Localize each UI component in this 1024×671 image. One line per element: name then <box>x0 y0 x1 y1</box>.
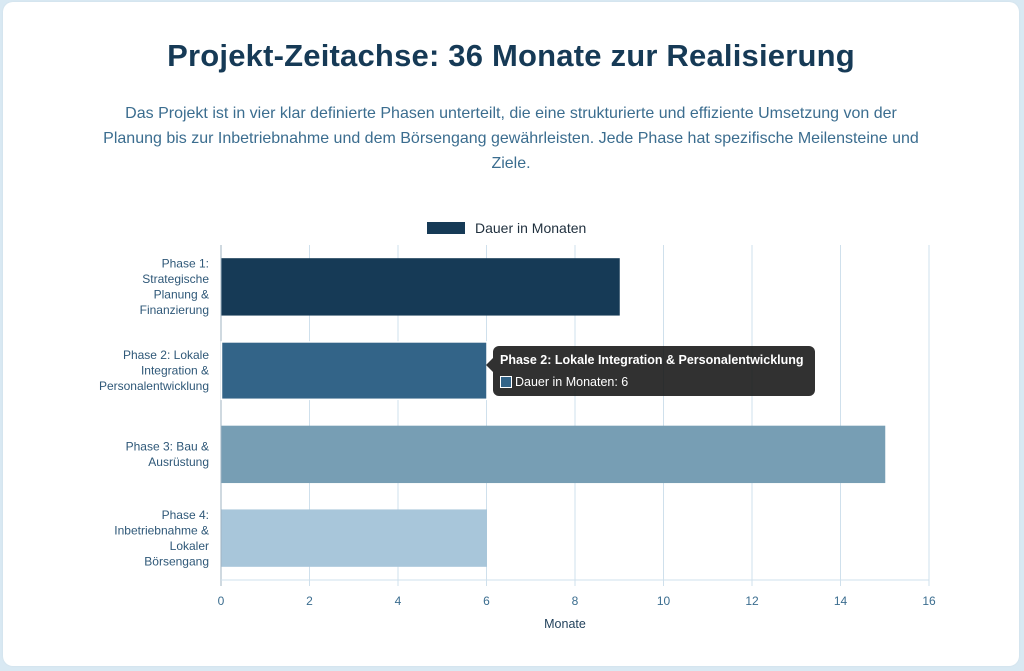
y-category-label: Phase 3: Bau & <box>126 440 209 454</box>
x-tick-label: 8 <box>572 594 579 608</box>
x-tick-label: 0 <box>218 594 225 608</box>
y-category-label: Lokaler <box>170 539 209 553</box>
y-category-label: Inbetriebnahme & <box>114 523 209 537</box>
bar-phase-3 <box>221 425 886 484</box>
bar-phase-4 <box>221 509 487 567</box>
y-category-label: Phase 2: Lokale <box>123 348 209 362</box>
y-category-label: Ausrüstung <box>148 455 209 469</box>
x-tick-label: 14 <box>834 594 848 608</box>
legend-swatch <box>427 222 465 234</box>
x-tick-label: 10 <box>657 594 671 608</box>
y-category-label: Integration & <box>141 364 209 378</box>
x-axis-label: Monate <box>544 617 586 631</box>
bar-phase-1 <box>221 258 620 316</box>
chart-card: Projekt-Zeitachse: 36 Monate zur Realisi… <box>3 2 1019 666</box>
y-category-label: Strategische <box>142 272 209 286</box>
x-tick-label: 4 <box>395 594 402 608</box>
tooltip-body-row: Dauer in Monaten: 6 <box>500 375 628 389</box>
x-tick-label: 16 <box>922 594 936 608</box>
x-tick-label: 2 <box>306 594 313 608</box>
tooltip-title: Phase 2: Lokale Integration & Personalen… <box>500 353 804 367</box>
legend-label: Dauer in Monaten <box>475 220 587 236</box>
y-category-label: Börsengang <box>144 554 209 568</box>
bar-tooltip: Phase 2: Lokale Integration & Personalen… <box>486 346 815 396</box>
x-tick-label: 12 <box>745 594 759 608</box>
y-category-label: Planung & <box>154 288 209 302</box>
intro-text: Das Projekt ist in vier klar definierte … <box>103 105 919 172</box>
tooltip-value: Dauer in Monaten: 6 <box>515 375 629 389</box>
y-category-label: Phase 4: <box>162 508 209 522</box>
page-title: Projekt-Zeitachse: 36 Monate zur Realisi… <box>167 38 855 73</box>
legend-item-dauer[interactable]: Dauer in Monaten <box>427 217 586 239</box>
x-tick-label: 6 <box>483 594 490 608</box>
y-category-label: Phase 1: <box>162 257 209 271</box>
y-category-label: Finanzierung <box>140 303 209 317</box>
tooltip-swatch <box>500 376 512 388</box>
y-category-label: Personalentwicklung <box>99 379 209 393</box>
bar-phase-2 <box>220 341 488 401</box>
